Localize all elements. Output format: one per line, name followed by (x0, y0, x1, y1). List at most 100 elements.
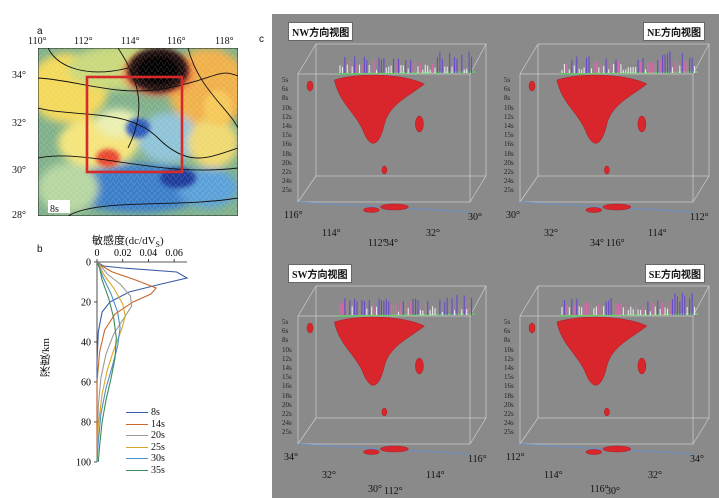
topography-spikes (559, 51, 699, 75)
view-title: NW方向视图 (288, 22, 354, 41)
depth-tick-label: 16s (282, 382, 292, 391)
x-tick-label: 0 (95, 248, 100, 259)
x-tick-label: 0.04 (140, 248, 158, 259)
low-velocity-body (528, 316, 648, 455)
depth-tick-label: 16s (504, 382, 514, 391)
lat-tick: 28° (12, 210, 26, 221)
depth-tick-label: 8s (282, 94, 289, 103)
legend-entry-25s: 25s (126, 442, 165, 453)
depth-tick-label: 5s (504, 76, 511, 84)
view-render (519, 43, 710, 213)
depth-tick-label: 25s (504, 428, 514, 437)
coordinate-axis-label: 32° (544, 228, 558, 239)
legend-entry-20s: 20s (126, 430, 165, 441)
depth-tick-label: 12s (504, 112, 514, 121)
depth-tick-label: 22s (282, 410, 292, 418)
series-line-8s (96, 261, 189, 462)
depth-tick-label: 6s (504, 85, 511, 94)
depth-tick-label: 6s (282, 327, 289, 336)
depth-tick-label: 25s (282, 186, 292, 195)
legend-entry-30s: 30s (126, 453, 165, 464)
series-line-35s (96, 261, 117, 463)
legend-swatch (126, 423, 148, 425)
three-d-views-area: NW方向视图 5s 6s 8s 10s 12s 14s 15s 16s 18s 20s 22s 24s 2… (272, 14, 719, 498)
coordinate-axis-label: 34° (284, 452, 298, 463)
coordinate-axis-label: 114° (544, 470, 563, 481)
depth-tick-label: 8s (504, 336, 511, 345)
y-tick-label: 20 (81, 298, 91, 309)
depth-tick-label: 10s (504, 103, 514, 112)
y-tick-label: 80 (81, 418, 91, 429)
panel-a-label: a (37, 26, 43, 37)
coordinate-axis-label: 114° (648, 228, 667, 239)
panel-c-label: c (259, 34, 264, 45)
depth-tick-label: 15s (504, 131, 514, 140)
depth-tick-label: 12s (282, 354, 292, 363)
series-line-14s (96, 261, 158, 462)
series-line-20s (96, 261, 133, 463)
coordinate-axis-label: 114° (322, 228, 341, 239)
y-tick-label: 40 (81, 338, 91, 349)
view-title: NE方向视图 (643, 22, 705, 41)
legend-swatch (126, 458, 148, 460)
depth-tick-label: 6s (504, 327, 511, 336)
sensitivity-series (96, 261, 189, 463)
legend-label: 30s (151, 453, 165, 464)
y-tick-label: 0 (86, 258, 91, 269)
coordinate-axis-label: 30° (506, 210, 520, 221)
coordinate-axis-label: 116° (606, 238, 625, 249)
depth-tick-label: 18s (282, 149, 292, 158)
view-panel-2: NE方向视图 5s 6s 8s 10s 12s 14s 15s 16s 18s 20s 22s 24s 2… (498, 14, 719, 250)
legend-swatch (126, 435, 148, 437)
velocity-anomaly-map (38, 48, 238, 216)
depth-tick-label: 22s (282, 168, 292, 176)
series-line-30s (96, 261, 121, 463)
depth-tick-label: 5s (504, 318, 511, 326)
view-render (297, 285, 487, 455)
coordinate-axis-label: 34° (590, 238, 604, 249)
view-title: SE方向视图 (644, 264, 705, 283)
coordinate-axis-label: 112° (690, 212, 709, 223)
topography-spikes (559, 292, 699, 317)
depth-tick-label: 24s (504, 419, 514, 428)
depth-tick-label: 16s (282, 140, 292, 149)
depth-tick-label: 10s (504, 345, 514, 354)
depth-tick-label: 5s (282, 76, 289, 84)
topography-spikes (337, 51, 476, 75)
depth-tick-label: 25s (282, 428, 292, 437)
sensitivity-xlabel: 敏感度(dc/dVS) (92, 232, 164, 249)
x-tick-label: 0.06 (165, 248, 183, 259)
legend-label: 14s (151, 418, 165, 430)
depth-tick-label: 22s (504, 410, 514, 418)
view-title: SW方向视图 (288, 264, 352, 283)
lat-tick: 30° (12, 165, 26, 176)
cube-wireframe (297, 43, 487, 203)
topography-spikes (337, 294, 476, 317)
sensitivity-kernel-chart: 0 0.02 0.04 0.06 0 20 40 60 80 100 (76, 248, 189, 469)
depth-tick-label: 20s (282, 158, 292, 167)
low-velocity-body (306, 74, 425, 213)
depth-tick-label: 24s (282, 419, 292, 428)
map-period-tag: 8s (50, 204, 59, 215)
depth-tick-label: 24s (282, 177, 292, 186)
coordinate-axis-label: 116° (590, 484, 609, 495)
depth-tick-label: 15s (504, 373, 514, 382)
depth-tick-label: 25s (504, 186, 514, 195)
depth-tick-label: 24s (504, 177, 514, 186)
coordinate-axis-label: 116° (468, 454, 487, 465)
legend-entry-8s: 8s (126, 407, 160, 418)
y-tick-label: 60 (81, 378, 91, 389)
sensitivity-tick-labels: 0 0.02 0.04 0.06 0 20 40 60 80 100 (76, 248, 183, 469)
legend-swatch (126, 446, 148, 448)
coordinate-axis-label: 114° (426, 470, 445, 481)
depth-tick-label: 16s (504, 140, 514, 149)
lon-tick: 110° (28, 36, 47, 47)
view-render (519, 285, 710, 455)
lat-tick: 32° (12, 118, 26, 129)
cube-wireframe (297, 285, 487, 445)
cube-wireframe (519, 285, 710, 445)
y-tick-label: 100 (76, 458, 91, 469)
coordinate-axis-label: 112° (368, 238, 387, 249)
x-tick-label: 0.02 (114, 248, 132, 259)
legend-entry-14s: 14s (126, 419, 165, 430)
